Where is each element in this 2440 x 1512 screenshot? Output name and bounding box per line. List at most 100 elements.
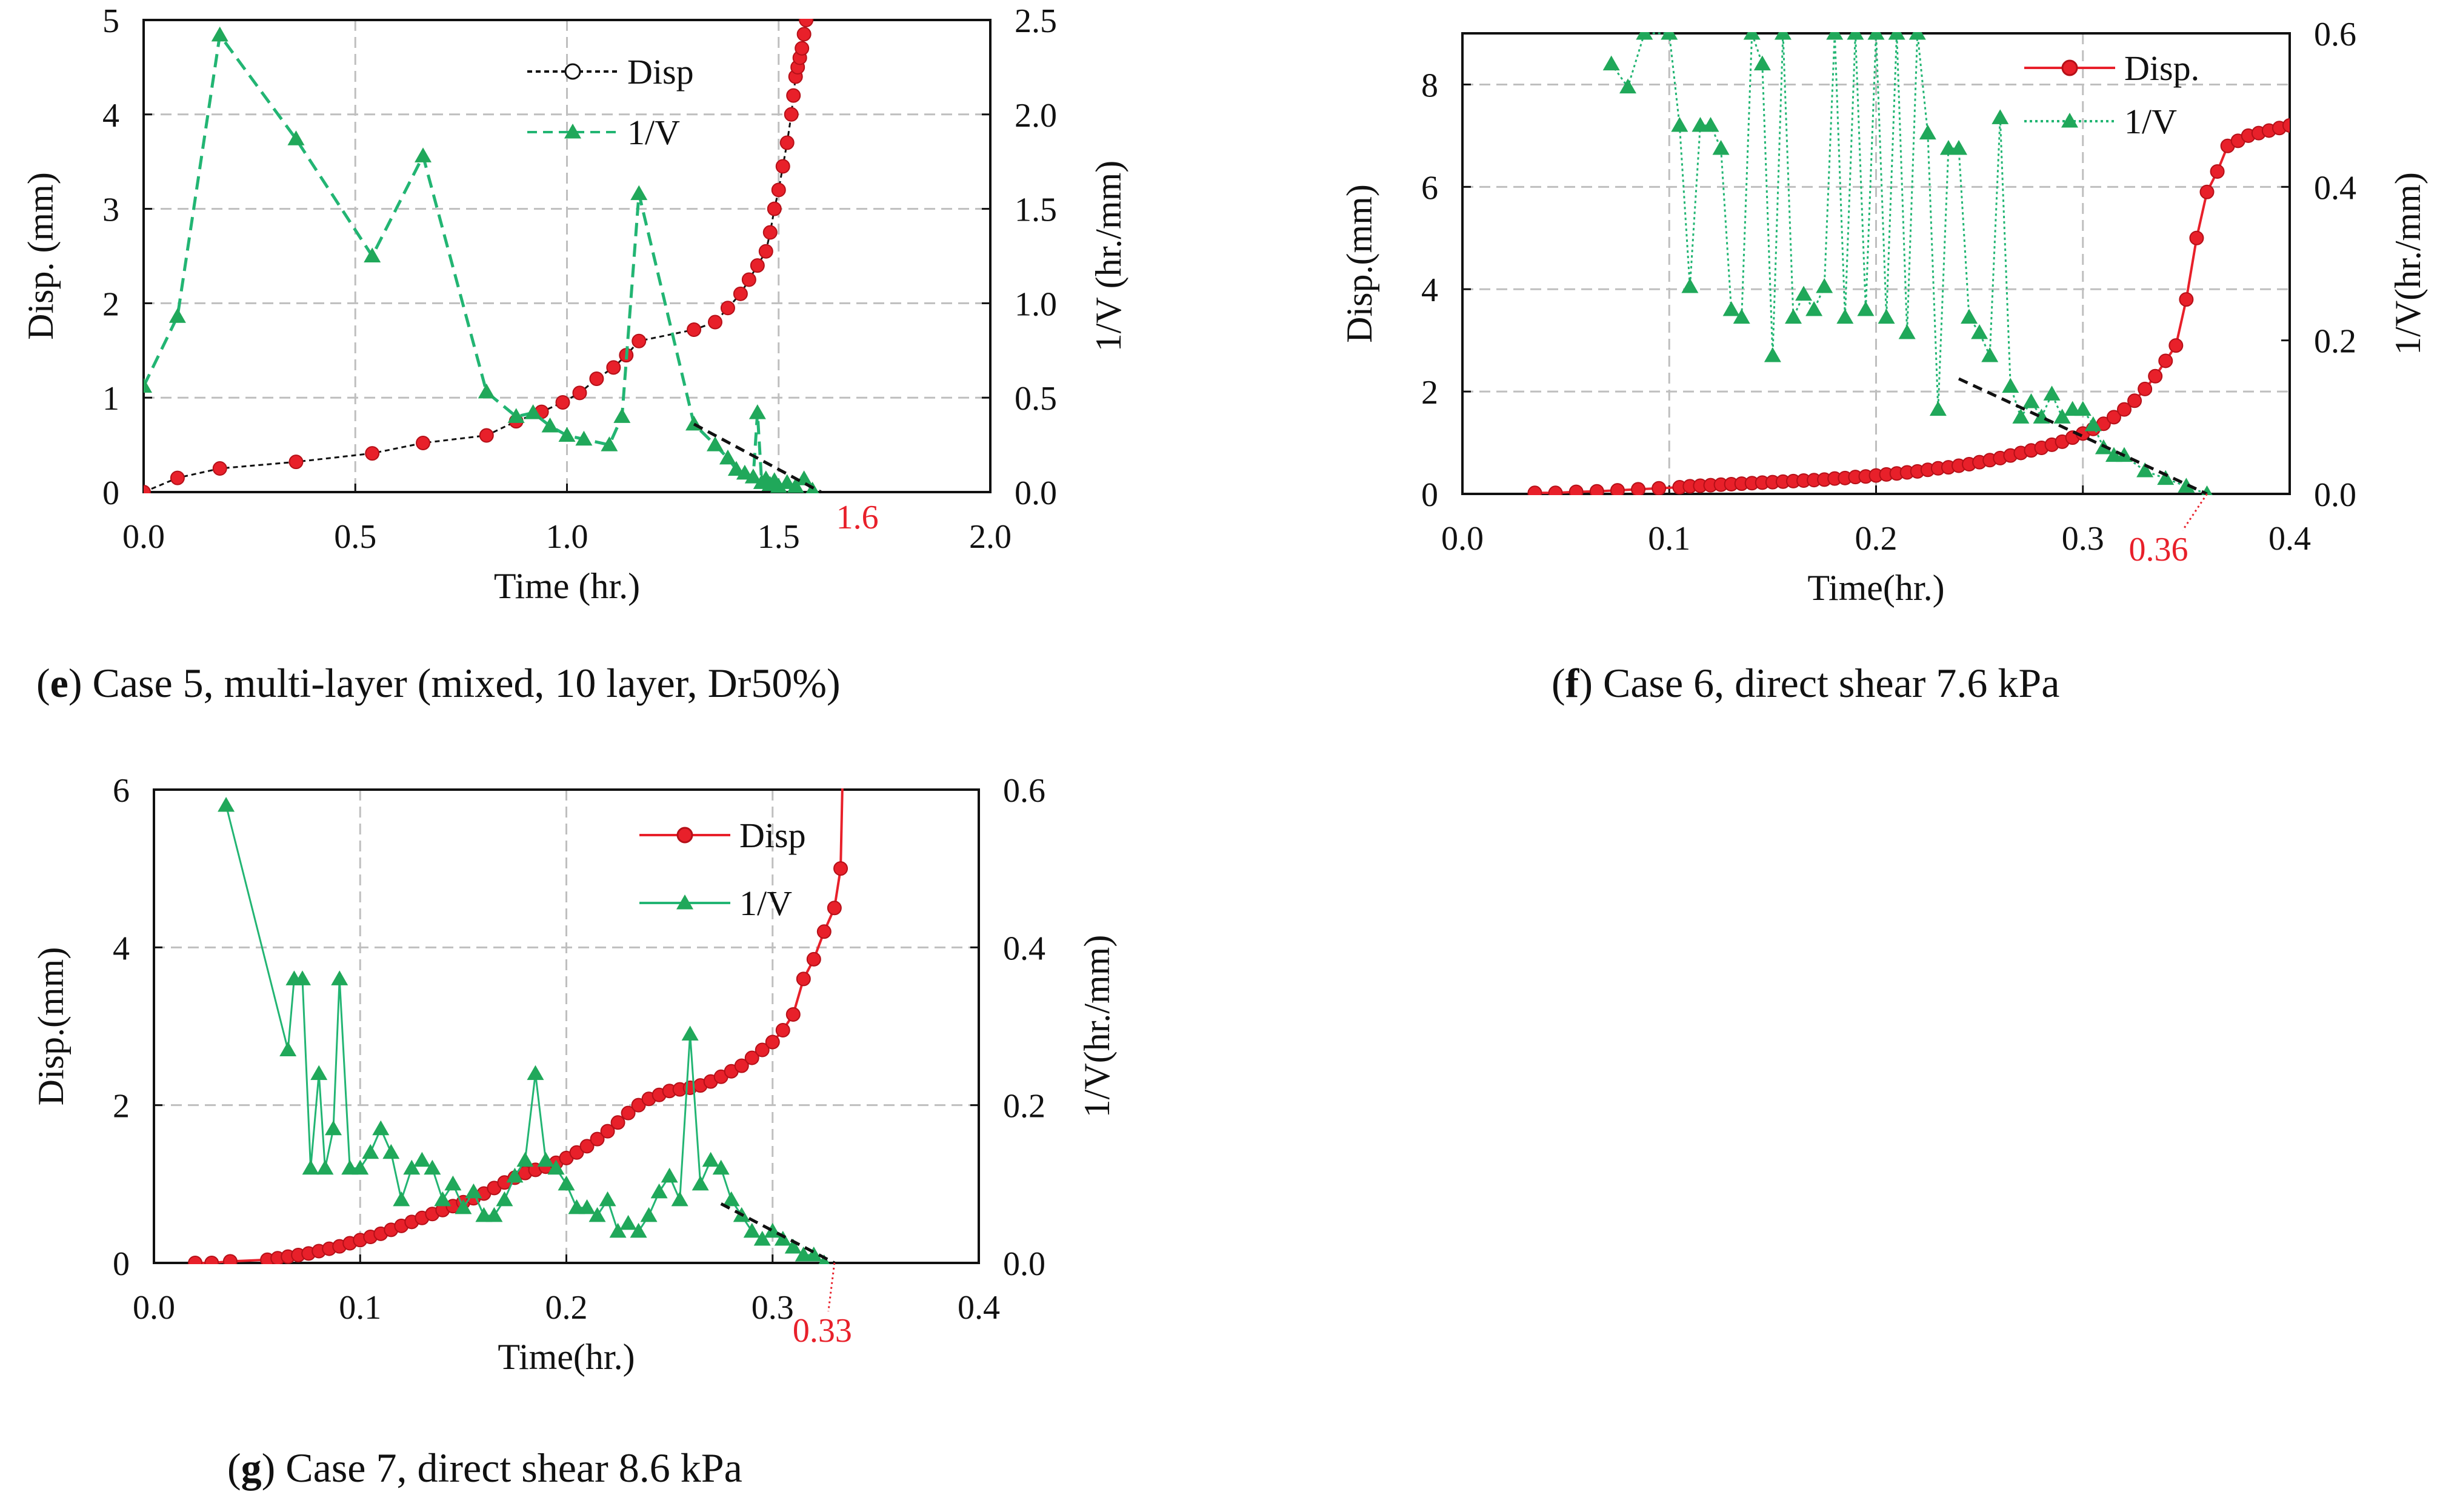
data-point-inv-v [393,1191,410,1207]
data-point-disp [785,1007,801,1022]
y-right-axis-label: 1/V(hr./mm) [2388,172,2428,355]
data-point-inv-v [1919,124,1936,140]
y-right-tick-label: 0.2 [1003,1088,1045,1125]
data-point-inv-v [541,417,559,433]
data-point-inv-v [1795,285,1813,301]
y-left-tick-label: 0 [113,1245,130,1283]
data-point-inv-v [778,474,796,489]
y-left-tick-label: 5 [102,2,119,40]
y-right-tick-label: 0.0 [2314,476,2356,514]
data-point-inv-v [613,408,631,423]
data-point-inv-v [1908,32,1926,40]
data-point-disp [758,244,773,259]
data-point-inv-v [2136,462,2154,478]
data-point-inv-v [599,1191,616,1207]
failure-time-label: 0.33 [793,1312,852,1350]
failure-fit-line [693,422,822,494]
legend-marker [676,894,693,910]
data-point-inv-v [415,147,432,162]
data-point-inv-v [818,1254,830,1264]
plot-area [1527,32,2290,495]
y-left-tick-label: 2 [102,285,119,323]
y-left-tick-label: 0 [102,475,119,512]
data-point-inv-v [1764,347,1781,362]
data-point-disp [734,1058,749,1073]
data-point-inv-v [588,1207,606,1222]
data-point-disp [1652,481,1667,495]
data-point-inv-v [2043,385,2061,401]
data-point-inv-v [1661,32,1678,40]
data-point-inv-v [727,461,745,476]
x-tick-label: 2.0 [969,518,1012,556]
data-point-inv-v [455,1199,472,1214]
data-point-disp [799,19,814,27]
y-right-tick-label: 0.4 [2314,169,2356,207]
data-point-disp [779,135,795,150]
grid-lines [144,20,990,492]
data-point-disp [1527,485,1542,495]
data-point-disp [2117,402,2132,417]
data-point-inv-v [1712,140,1730,155]
data-point-disp [775,1023,790,1038]
data-point-inv-v [1847,32,1864,40]
data-point-disp [170,470,185,485]
data-point-inv-v [537,1151,555,1167]
data-point-disp [600,1124,615,1139]
data-point-inv-v [310,1065,328,1081]
data-point-inv-v [1805,301,1823,316]
data-point-disp [2148,368,2163,384]
data-point-disp [2127,393,2142,408]
data-point-inv-v [547,1159,565,1175]
data-point-inv-v [507,408,525,423]
data-point-inv-v [424,1159,441,1175]
data-point-inv-v [681,1025,699,1041]
x-tick-label: 1.0 [546,518,588,556]
data-point-inv-v [362,1144,379,1159]
data-point-inv-v [144,378,152,393]
data-point-inv-v [1722,301,1740,316]
data-point-inv-v [702,1151,719,1167]
y-left-tick-label: 4 [102,97,119,135]
data-point-disp [1631,482,1646,495]
data-point-disp [795,41,810,56]
data-point-inv-v [465,1183,482,1199]
y-right-tick-label: 2.5 [1015,2,1057,40]
data-point-disp [188,1256,203,1264]
y-right-tick-label: 0.2 [2314,323,2356,361]
data-point-inv-v [1826,32,1844,40]
y-left-axis-label: Disp.(mm) [1339,184,1379,343]
x-tick-label: 0.1 [339,1289,381,1327]
data-point-inv-v [748,404,766,419]
data-point-inv-v [1888,32,1905,40]
data-point-disp [631,1097,646,1113]
data-point-disp [816,924,832,939]
data-point-inv-v [331,970,348,985]
data-point-disp [827,901,842,916]
chart-panel-f: 0.0 0.1 0.2 0.3 0.4 0 2 4 6 8 0.0 0.2 0.4 0.6 Time(hr.… [1339,16,2428,706]
x-tick-label: 0.5 [334,518,376,556]
data-point-disp [767,201,782,216]
data-point-inv-v [2157,470,2175,485]
data-point-inv-v [787,478,804,493]
grid-lines [154,790,979,1263]
data-point-disp [2282,118,2290,133]
data-point-disp [1589,484,1604,495]
chart-panel-g: 0.0 0.1 0.2 0.3 0.4 0 2 4 6 0.0 0.2 0.4 0.6 Time(hr.)… [31,772,1117,1491]
data-point-disp [750,258,765,273]
caption-letter: g [241,1445,262,1491]
data-point-inv-v [382,1144,400,1159]
data-point-inv-v [743,1222,761,1238]
data-point-inv-v [619,1214,637,1230]
data-point-disp [744,1050,759,1065]
data-point-inv-v [293,970,311,985]
y-left-axis-label: Disp.(mm) [31,947,71,1106]
data-point-inv-v [630,1222,647,1238]
y-right-tick-label: 0.0 [1015,475,1057,512]
data-point-inv-v [1961,308,1978,324]
x-tick-label: 0.1 [1648,520,1690,558]
data-point-inv-v [325,1120,342,1136]
x-tick-label: 0.2 [545,1289,588,1327]
figure-caption: (g) Case 7, direct shear 8.6 kPa [227,1445,742,1491]
data-point-inv-v [485,1207,503,1222]
data-point-inv-v [2012,408,2030,424]
